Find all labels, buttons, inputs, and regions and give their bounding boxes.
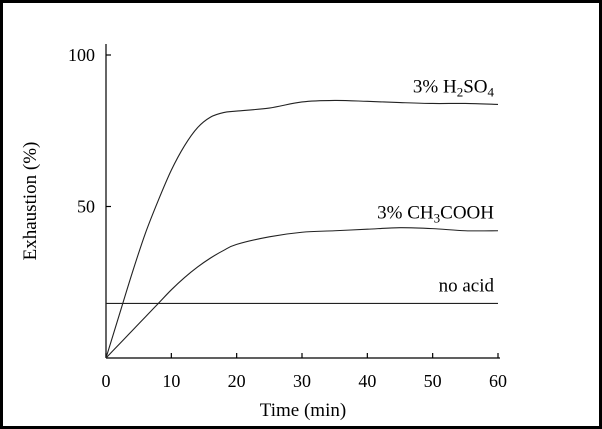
x-tick-label: 30 [293, 371, 311, 391]
x-tick-label: 40 [358, 371, 376, 391]
y-tick-label: 100 [68, 45, 95, 65]
x-tick-label: 20 [228, 371, 246, 391]
series-line-1 [105, 227, 499, 359]
x-tick-label: 60 [489, 371, 507, 391]
x-axis-title: Time (min) [260, 400, 346, 421]
series-label-0: 3% H2SO4 [413, 76, 495, 99]
y-tick-label: 50 [77, 197, 95, 217]
y-ticks: 50 100 [68, 45, 111, 217]
x-ticks: 0 10 20 30 40 50 60 [102, 353, 507, 391]
y-axis-title: Exhaustion (%) [20, 142, 41, 261]
series-line-0 [105, 99, 499, 359]
x-tick-label: 10 [162, 371, 180, 391]
x-tick-label: 50 [424, 371, 442, 391]
series-label-2: no acid [439, 275, 495, 296]
series-lines [105, 99, 499, 359]
series-labels: 3% H2SO4 3% CH3COOH no acid [377, 76, 494, 296]
x-tick-label: 0 [102, 371, 111, 391]
series-label-1: 3% CH3COOH [377, 203, 494, 226]
